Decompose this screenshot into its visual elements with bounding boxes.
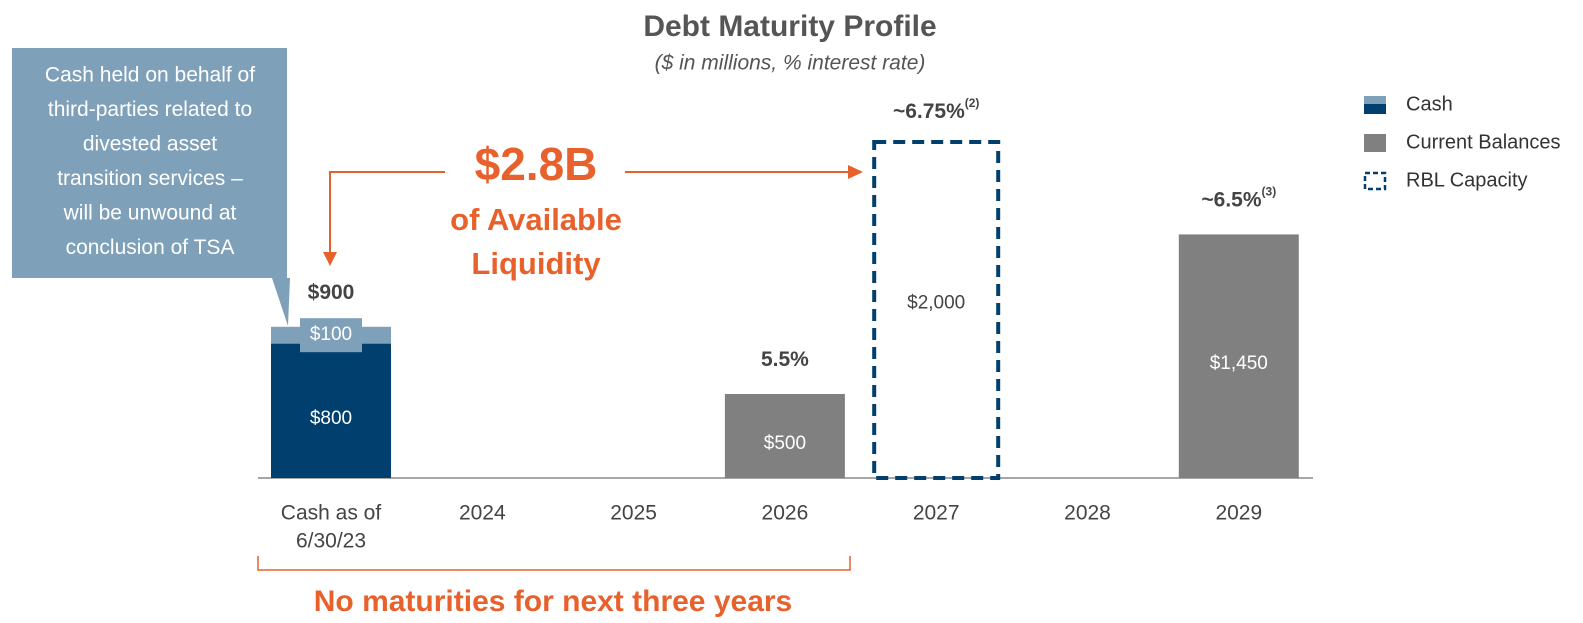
value-label: $100 [310,324,352,345]
x-tick-label: 2027 [913,502,960,525]
liquidity-text: Liquidity [471,246,601,281]
chart-title: Debt Maturity Profile [643,10,936,43]
bar [872,140,1001,480]
chart-subtitle: ($ in millions, % interest rate) [655,52,926,75]
bar [271,343,391,478]
legend-swatch [1364,96,1386,104]
legend-swatch [1364,104,1386,114]
total-label-text: ~6.5% [1201,188,1261,211]
total-label-text: 5.5% [761,348,809,371]
legend-label: RBL Capacity [1406,169,1528,191]
total-label: $900 [308,280,355,303]
total-label-text: $900 [308,280,355,303]
legend-swatch [1363,171,1387,191]
value-label: $1,450 [1210,353,1268,374]
callout-text: Cash held on behalf of [45,64,255,87]
callout-text: third-parties related to [48,98,252,121]
callout-text: transition services – [57,167,243,190]
legend-swatch [1364,134,1386,152]
total-label-note: (2) [965,96,980,110]
x-tick-label: 2028 [1064,502,1111,525]
bar [1178,234,1299,478]
bar [724,394,845,478]
x-tick-label: 6/30/23 [296,530,366,553]
callout-text: will be unwound at [63,202,237,225]
value-label: $500 [764,433,806,454]
arrow-head [323,252,337,266]
bracket [257,556,851,571]
callout-box [12,48,290,326]
total-label-text: ~6.75% [893,100,965,123]
legend-label: Cash [1406,93,1453,115]
bracket-note: No maturities for next three years [314,585,793,618]
x-tick-label: 2024 [459,502,506,525]
callout-text: divested asset [83,133,217,156]
arrow-head [848,165,863,179]
callout-text: conclusion of TSA [66,236,235,259]
x-tick-label: 2025 [610,502,657,525]
total-label: 5.5% [761,348,809,371]
value-label-box [300,318,362,353]
legend-label: Current Balances [1406,131,1561,153]
total-label-note: (3) [1262,185,1277,199]
total-label: ~6.5%(3) [1201,185,1276,211]
arrow-line [329,171,445,255]
liquidity-text: of Available [450,202,622,237]
total-label: ~6.75%(2) [893,96,979,122]
x-tick-label: 2026 [762,502,809,525]
liquidity-amount: $2.8B [475,138,598,190]
value-label: $2,000 [907,292,965,313]
x-tick-label: 2029 [1215,502,1262,525]
x-tick-label: Cash as of [281,502,382,525]
value-label: $800 [310,408,352,429]
